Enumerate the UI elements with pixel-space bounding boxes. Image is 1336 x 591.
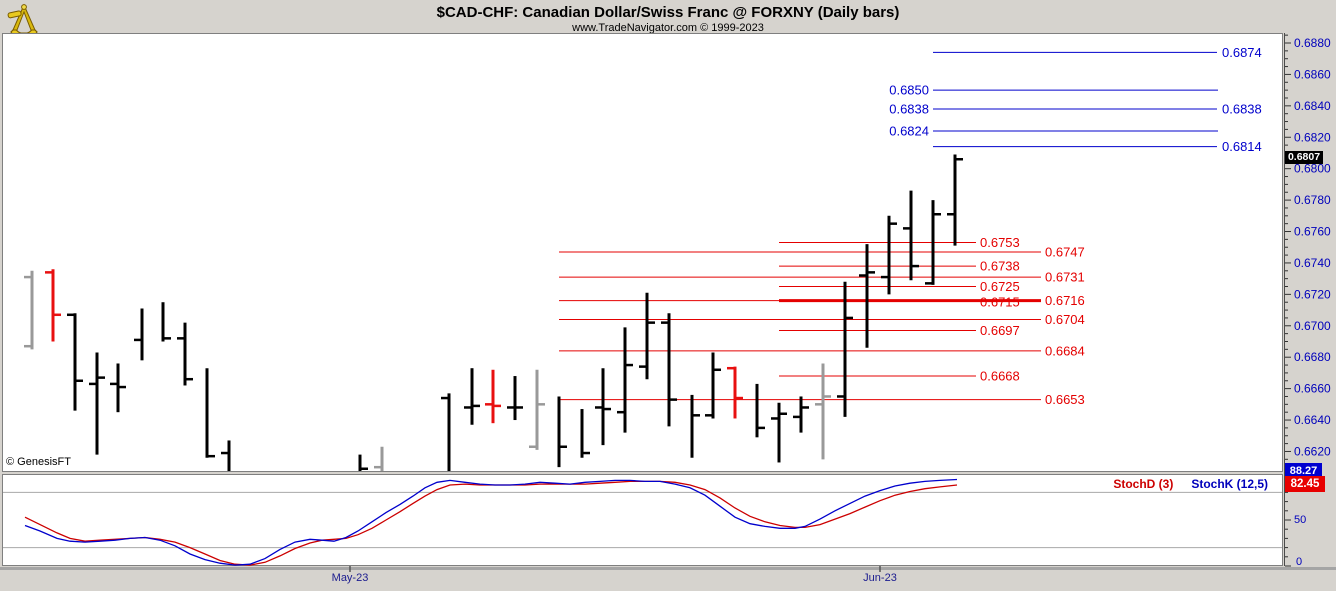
date-label-may: May-23: [331, 572, 369, 584]
stoch-axis-label-50: 50: [1294, 514, 1307, 526]
page-title: $CAD-CHF: Canadian Dollar/Swiss Franc @ …: [436, 4, 900, 21]
last-price-badge: 0.6807: [1285, 151, 1323, 165]
date-label-jun: Jun-23: [863, 572, 897, 584]
stoch-axis-label-0: 0: [1296, 556, 1303, 568]
pane-divider: [0, 567, 1336, 570]
date-axis-strip[interactable]: May-23 Jun-23: [0, 570, 1336, 591]
stochastic-legend: StochD (3) StochK (12,5): [1113, 477, 1268, 491]
stochd-label[interactable]: StochD (3): [1113, 477, 1174, 491]
page-subtitle: www.TradeNavigator.com © 1999-2023: [572, 22, 764, 34]
stochastic-indicator-pane[interactable]: [2, 474, 1283, 566]
stochd-value-badge: 82.45: [1285, 476, 1325, 492]
genesis-watermark: © GenesisFT: [6, 456, 71, 468]
stochk-label[interactable]: StochK (12,5): [1191, 477, 1268, 491]
price-chart-pane[interactable]: [2, 33, 1283, 472]
stochk-value-badge: 88.27: [1285, 463, 1322, 477]
